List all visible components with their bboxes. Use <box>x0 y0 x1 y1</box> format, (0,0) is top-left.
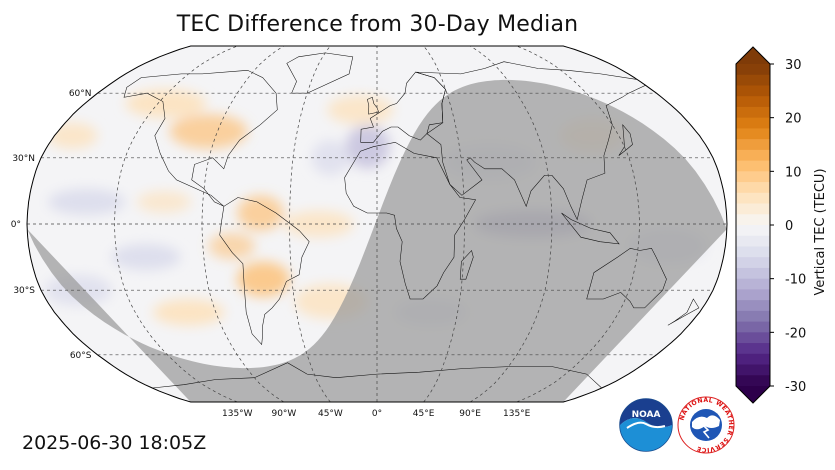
colorbar-band <box>736 64 770 76</box>
meridian-line <box>469 46 553 402</box>
latitude-label: 30°N <box>12 154 35 164</box>
colorbar-ticks: 30 20 10 0 -10 -20 -30 <box>770 58 806 395</box>
meridian-line <box>516 46 640 402</box>
colorbar-band <box>736 353 770 366</box>
colorbar-band <box>736 160 770 172</box>
colorbar-tick-label: 0 <box>785 219 793 234</box>
colorbar-band <box>736 96 770 108</box>
landmass-indonesia <box>561 212 620 245</box>
colorbar-band <box>736 182 770 194</box>
meridian-line <box>289 46 331 402</box>
colorbar-tick-label: 20 <box>785 112 802 127</box>
tec-anomaly-region <box>169 114 248 149</box>
landmass-madagascar <box>459 249 474 280</box>
colorbar-band <box>736 74 770 86</box>
tec-anomaly-region <box>153 299 225 326</box>
latitude-label: 60°S <box>70 351 92 361</box>
tec-anomaly-region <box>237 195 284 231</box>
noaa-logo-text: NOAA <box>632 410 661 420</box>
colorbar-band <box>736 246 770 258</box>
landmass-australia <box>586 247 667 309</box>
colorbar-band <box>736 257 770 269</box>
meridian-line <box>201 46 285 402</box>
landmass-new-zealand <box>667 298 700 326</box>
timestamp: 2025-06-30 18:05Z <box>22 432 207 454</box>
colorbar-band <box>736 214 770 226</box>
tec-anomaly-region <box>283 210 354 238</box>
colorbar-band <box>736 343 770 355</box>
landmass-antarctica <box>152 362 602 389</box>
noaa-logo: NOAA <box>619 398 673 452</box>
colorbar-band <box>736 149 770 162</box>
globe-outline <box>26 45 728 403</box>
colorbar-label: Vertical TEC (TECU) <box>813 168 828 295</box>
colorbar-band <box>736 278 770 290</box>
tec-anomaly-region <box>47 188 126 216</box>
longitude-label: 90°W <box>271 409 296 419</box>
landmass-africa <box>344 142 477 300</box>
landmass-japan <box>618 123 633 156</box>
longitude-label: 0° <box>372 409 382 419</box>
tec-anomaly-region <box>208 232 255 260</box>
colorbar-band <box>736 171 770 183</box>
colorbar-tick-label: 30 <box>785 58 802 73</box>
colorbar-band <box>736 375 770 387</box>
graticule <box>27 46 727 402</box>
meridian-line <box>423 46 465 402</box>
colorbar-band <box>736 85 770 97</box>
landmass-north-america <box>123 70 278 207</box>
colorbar-extend-max <box>736 47 770 64</box>
longitude-label: 135°W <box>222 409 253 419</box>
colorbar-band <box>736 310 770 323</box>
landmass-asia <box>415 61 647 221</box>
colorbar-tick-label: -20 <box>785 326 806 341</box>
colorbar-band <box>736 117 770 129</box>
longitude-label: 45°E <box>413 409 435 419</box>
latitude-label: 0° <box>11 220 21 230</box>
colorbar-band <box>736 203 770 215</box>
colorbar-band <box>736 106 770 119</box>
colorbar-extend-min <box>736 386 770 403</box>
latitude-label: 60°N <box>69 89 92 99</box>
colorbar-band <box>736 225 770 237</box>
longitude-label: 45°W <box>318 409 343 419</box>
map-title: TEC Difference from 30-Day Median <box>176 12 579 37</box>
tec-anomaly-region <box>125 89 207 118</box>
colorbar-gradient <box>736 47 770 403</box>
colorbar-band <box>736 192 770 205</box>
colorbar-tick-label: -30 <box>785 380 806 395</box>
colorbar-tick-label: 10 <box>785 165 802 180</box>
colorbar-tick-label: -10 <box>785 273 806 288</box>
tec-anomaly-region <box>237 261 290 297</box>
colorbar-band <box>736 364 770 376</box>
colorbar-band <box>736 139 770 151</box>
colorbar-band <box>736 332 770 344</box>
colorbar-band <box>736 267 770 280</box>
colorbar-band <box>736 289 770 301</box>
latitude-label: 30°S <box>13 286 35 296</box>
landmass-uk <box>367 96 380 115</box>
longitude-label: 135°E <box>503 409 531 419</box>
night-shading <box>27 79 727 402</box>
longitude-label: 90°E <box>459 409 481 419</box>
latitude-labels: 60°N 30°N 0° 30°S 60°S <box>11 89 92 361</box>
colorbar-band <box>736 321 770 333</box>
nws-logo: NATIONAL WEATHER SERVICE <box>677 396 735 454</box>
meridian-line <box>114 46 238 402</box>
colorbar-band <box>736 128 770 140</box>
tec-anomaly-region <box>137 190 192 213</box>
longitude-labels: 135°W 90°W 45°W 0° 45°E 90°E 135°E <box>222 409 531 419</box>
tec-anomaly-region <box>111 243 181 271</box>
colorbar-band <box>736 300 770 312</box>
coastlines <box>123 52 700 389</box>
landmass-south-america <box>219 197 310 346</box>
colorbar-band <box>736 235 770 247</box>
